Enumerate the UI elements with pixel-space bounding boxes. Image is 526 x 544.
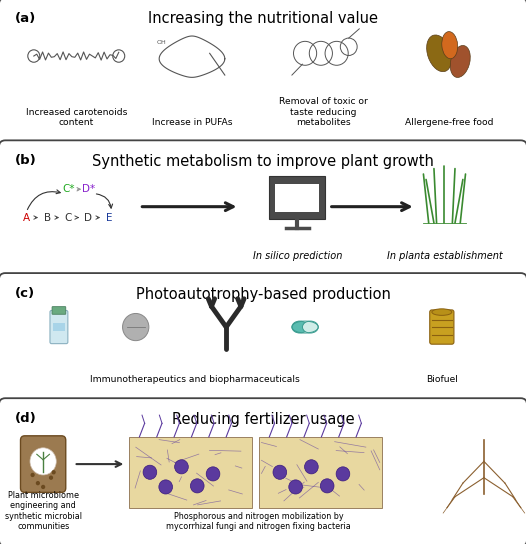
Circle shape: [36, 481, 40, 485]
FancyBboxPatch shape: [269, 176, 325, 219]
Text: (d): (d): [15, 412, 36, 425]
Ellipse shape: [427, 35, 452, 72]
FancyBboxPatch shape: [53, 323, 65, 331]
Text: Biofuel: Biofuel: [426, 375, 458, 384]
Text: Photoautotrophy-based production: Photoautotrophy-based production: [136, 287, 390, 302]
Circle shape: [206, 467, 220, 481]
Text: Increased carotenoids
content: Increased carotenoids content: [26, 108, 127, 127]
Circle shape: [52, 470, 56, 474]
Text: In planta establishment: In planta establishment: [387, 251, 502, 261]
Text: Synthetic metabolism to improve plant growth: Synthetic metabolism to improve plant gr…: [92, 154, 434, 169]
Text: (a): (a): [15, 12, 36, 25]
Text: C: C: [65, 213, 72, 222]
Circle shape: [159, 480, 173, 494]
FancyBboxPatch shape: [0, 140, 526, 280]
FancyBboxPatch shape: [129, 437, 252, 508]
Ellipse shape: [292, 321, 308, 333]
Text: (b): (b): [15, 154, 36, 168]
FancyBboxPatch shape: [0, 0, 526, 147]
FancyBboxPatch shape: [275, 184, 319, 212]
Text: D*: D*: [82, 184, 95, 194]
Text: E: E: [106, 213, 113, 222]
Circle shape: [273, 465, 287, 479]
FancyBboxPatch shape: [259, 437, 382, 508]
Circle shape: [289, 480, 302, 494]
Text: Plant microbiome
engineering and
synthetic microbial
communities: Plant microbiome engineering and synthet…: [5, 491, 82, 531]
Ellipse shape: [442, 32, 458, 59]
FancyBboxPatch shape: [430, 310, 454, 344]
FancyBboxPatch shape: [21, 436, 66, 492]
Text: A: A: [23, 213, 30, 222]
FancyBboxPatch shape: [0, 273, 526, 405]
Text: D: D: [84, 213, 93, 222]
Text: In silico prediction: In silico prediction: [252, 251, 342, 261]
FancyBboxPatch shape: [0, 398, 526, 544]
Text: Phosphorous and nitrogen mobilization by
mycorrhizal fungi and nitrogen fixing b: Phosphorous and nitrogen mobilization by…: [166, 511, 351, 531]
Circle shape: [123, 313, 149, 341]
Circle shape: [143, 465, 157, 479]
Text: Increase in PUFAs: Increase in PUFAs: [151, 118, 232, 127]
Circle shape: [49, 475, 53, 480]
Circle shape: [175, 460, 188, 474]
Circle shape: [41, 485, 45, 489]
Text: Removal of toxic or
taste reducing
metabolites: Removal of toxic or taste reducing metab…: [279, 97, 368, 127]
Text: Increasing the nutritional value: Increasing the nutritional value: [148, 11, 378, 27]
FancyBboxPatch shape: [52, 307, 66, 314]
Text: B: B: [44, 213, 51, 222]
Ellipse shape: [450, 46, 470, 77]
Ellipse shape: [432, 309, 452, 316]
Circle shape: [320, 479, 334, 493]
Circle shape: [336, 467, 350, 481]
Text: C*: C*: [62, 184, 75, 194]
Circle shape: [190, 479, 204, 493]
Circle shape: [31, 473, 35, 477]
Ellipse shape: [302, 321, 318, 333]
Circle shape: [305, 460, 318, 474]
Text: Reducing fertilizer usage: Reducing fertilizer usage: [171, 412, 355, 427]
Text: Immunotherapeutics and biopharmaceuticals: Immunotherapeutics and biopharmaceutical…: [90, 375, 299, 384]
FancyBboxPatch shape: [50, 311, 68, 344]
Text: (c): (c): [15, 287, 35, 300]
Circle shape: [30, 448, 56, 475]
Text: Allergene-free food: Allergene-free food: [406, 118, 494, 127]
Text: OH: OH: [157, 40, 167, 45]
